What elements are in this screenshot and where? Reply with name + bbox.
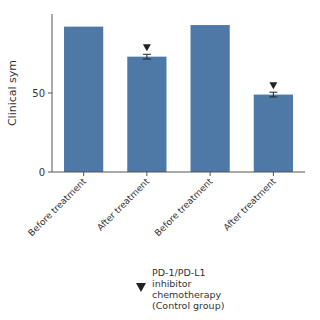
error-cap <box>143 54 151 55</box>
y-tick-label: 50 <box>32 88 45 99</box>
bar <box>254 95 293 172</box>
chart-svg: 050Before treatmentAfter treatmentBefore… <box>0 0 320 320</box>
plot-area <box>64 25 293 172</box>
error-line <box>146 54 147 59</box>
chart-container: 050Before treatmentAfter treatmentBefore… <box>0 0 320 320</box>
bar <box>127 57 166 172</box>
y-axis-label: Clinical sym <box>6 60 19 126</box>
x-tick <box>146 172 147 176</box>
y-tick-label: 0 <box>39 167 45 178</box>
x-tick <box>273 172 274 176</box>
legend-label-line: chemotherapy <box>152 289 222 300</box>
bar <box>64 27 103 172</box>
marker <box>269 82 277 89</box>
x-axis-line <box>52 172 305 173</box>
x-tick <box>83 172 84 176</box>
error-bar <box>143 54 151 59</box>
x-tick-label: Before treatment <box>26 176 88 238</box>
x-tick-label: After treatment <box>221 176 278 233</box>
x-tick-label: Before treatment <box>153 176 215 238</box>
bar <box>191 25 230 172</box>
y-tick <box>48 172 52 173</box>
legend-label: PD-1/PD-L1inhibitorchemotherapy(Control … <box>152 267 224 311</box>
legend: PD-1/PD-L1inhibitorchemotherapy(Control … <box>136 267 224 311</box>
error-line <box>273 92 274 97</box>
marker <box>143 44 151 51</box>
legend-label-line: (Control group) <box>152 300 224 311</box>
error-cap <box>269 92 277 93</box>
error-cap <box>269 96 277 97</box>
y-tick <box>48 93 52 94</box>
error-cap <box>143 59 151 60</box>
legend-marker <box>136 283 146 292</box>
x-tick <box>210 172 211 176</box>
legend-label-line: inhibitor <box>152 278 192 289</box>
x-tick-label: After treatment <box>95 176 152 233</box>
legend-label-line: PD-1/PD-L1 <box>152 267 206 278</box>
error-bar <box>269 92 277 97</box>
